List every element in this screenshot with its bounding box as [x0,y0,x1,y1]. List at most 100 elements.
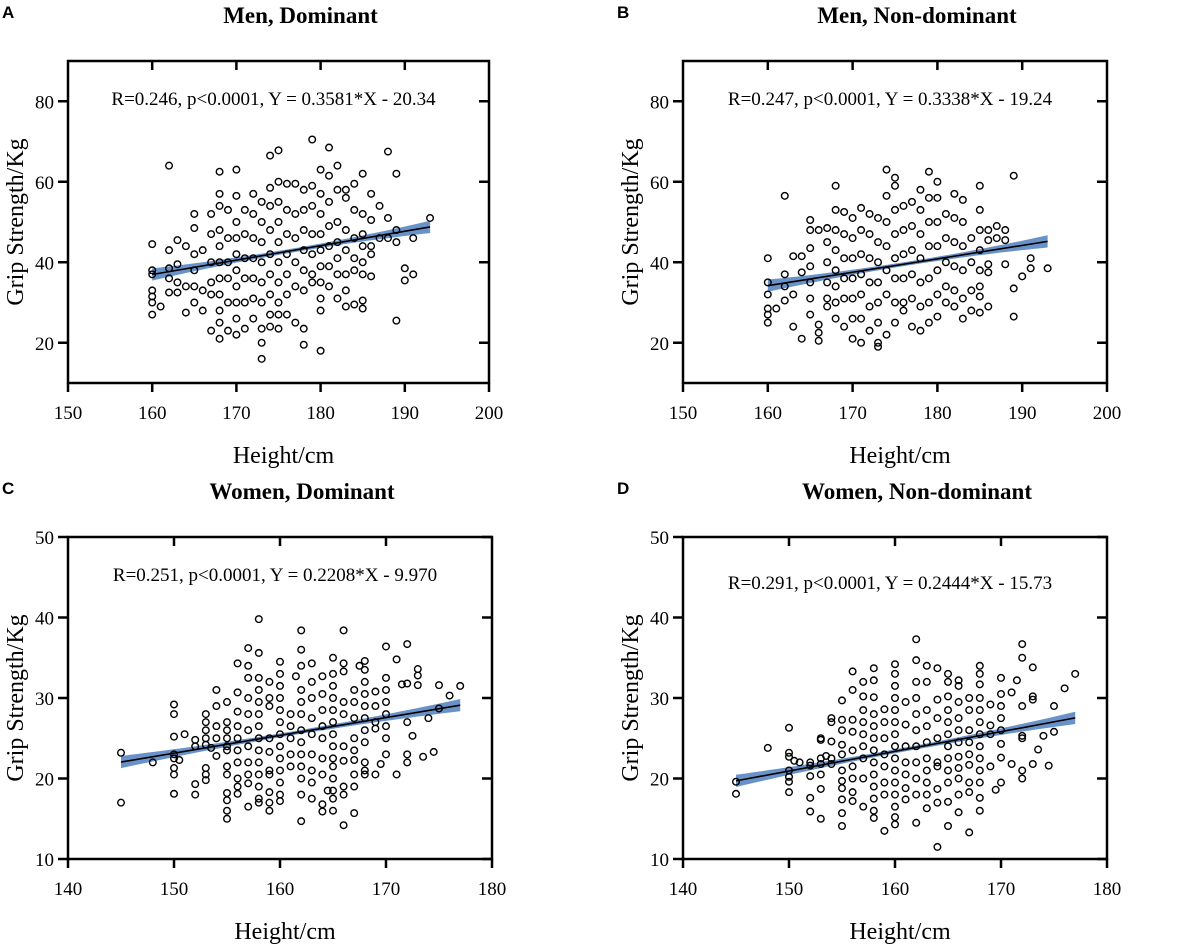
data-point [848,746,857,755]
data-point [785,788,794,797]
data-point [891,718,900,727]
data-point [933,842,942,851]
data-point [912,635,921,644]
data-point [382,698,391,707]
data-point [148,298,157,307]
x-tick-label: 150 [669,403,698,424]
data-point [933,217,942,226]
data-point [901,698,910,707]
data-point [958,195,967,204]
data-point [358,258,367,267]
data-point [215,290,224,299]
data-point [392,655,401,664]
data-point [392,238,401,247]
regression-annotation: R=0.291, p<0.0001, Y = 0.2444*X - 15.73 [728,573,1052,594]
data-point [901,720,910,729]
data-point [958,217,967,226]
data-point [831,181,840,190]
data-point [857,290,866,299]
x-tick-label: 140 [54,879,83,900]
data-point [339,782,348,791]
data-point [882,191,891,200]
data-point [780,191,789,200]
data-point [276,742,285,751]
data-point [286,710,295,719]
data-point [1018,640,1027,649]
data-point [232,234,241,243]
data-point [299,226,308,235]
data-point [339,790,348,799]
data-point [254,798,263,807]
data-point [382,673,391,682]
data-point [891,694,900,703]
data-point [967,234,976,243]
data-point [899,226,908,235]
data-point [986,721,995,730]
data-point [827,718,836,727]
data-point [865,209,874,218]
data-point [992,222,1001,231]
data-point [859,730,868,739]
data-point [116,798,125,807]
data-point [215,167,224,176]
data-point [838,809,847,818]
data-point [827,714,836,723]
data-point [316,189,325,198]
data-point [341,270,350,279]
data-point [806,262,815,271]
data-point [965,788,974,797]
data-point [148,758,157,767]
data-point [240,205,249,214]
data-point [244,742,253,751]
data-point [244,758,253,767]
data-point [857,226,866,235]
data-point [1007,760,1016,769]
data-point [975,181,984,190]
data-point [997,702,1006,711]
data-point [838,821,847,830]
data-point [880,762,889,771]
data-point [950,302,959,311]
data-point [276,797,285,806]
data-point [1034,745,1043,754]
data-point [1039,731,1048,740]
data-point [975,205,984,214]
data-point [392,316,401,325]
data-point [831,266,840,275]
data-point [975,661,984,670]
data-point [1001,260,1010,269]
data-point [244,770,253,779]
data-point [789,252,798,261]
data-point [933,266,942,275]
data-point [848,274,857,283]
data-point [891,230,900,239]
data-point [912,774,921,783]
data-point [975,706,984,715]
data-point [975,282,984,291]
data-point [371,770,380,779]
data-point [1018,702,1027,711]
data-point [975,806,984,815]
data-point [859,742,868,751]
data-point [891,813,900,822]
data-point [823,238,832,247]
data-point [975,793,984,802]
data-point [848,254,857,263]
data-point [869,664,878,673]
data-point [984,226,993,235]
data-point [257,354,266,363]
data-point [201,710,210,719]
data-point [291,318,300,327]
data-point [339,710,348,719]
data-point [382,722,391,731]
panel-letter: D [617,479,629,498]
data-point [297,626,306,635]
data-point [857,203,866,212]
data-point [403,679,412,688]
data-point [954,808,963,817]
data-point [360,677,369,686]
data-point [291,179,300,188]
data-point [941,234,950,243]
data-point [169,710,178,719]
data-point [891,730,900,739]
